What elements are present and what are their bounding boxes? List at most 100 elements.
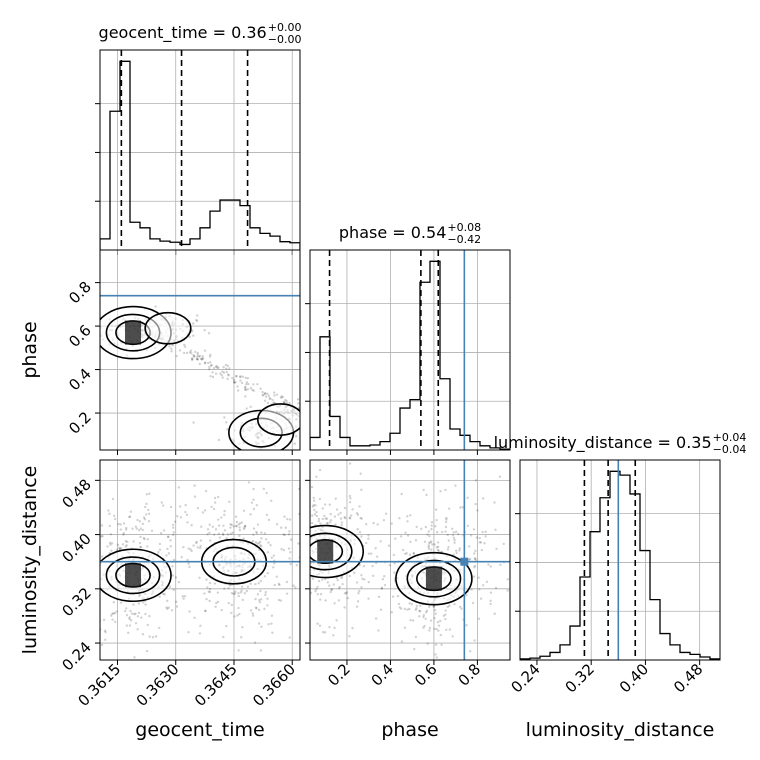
sample-point bbox=[192, 355, 196, 358]
sample-point bbox=[348, 635, 351, 638]
sample-point bbox=[434, 508, 438, 511]
sample-point bbox=[107, 509, 110, 512]
sample-point bbox=[433, 543, 436, 546]
sample-point bbox=[137, 528, 141, 532]
sample-point bbox=[135, 527, 138, 530]
sample-point bbox=[324, 599, 327, 602]
sample-point bbox=[277, 582, 281, 586]
sample-point bbox=[271, 398, 274, 402]
sample-point bbox=[304, 556, 306, 558]
sample-point bbox=[303, 546, 305, 548]
sample-point bbox=[144, 603, 147, 606]
sample-point bbox=[444, 488, 447, 492]
sample-point bbox=[266, 597, 269, 600]
sample-point bbox=[193, 495, 197, 498]
sample-point bbox=[459, 506, 462, 509]
sample-point bbox=[437, 624, 441, 627]
sample-point bbox=[239, 375, 242, 378]
sample-point bbox=[349, 497, 352, 500]
sample-point bbox=[478, 588, 481, 591]
sample-point bbox=[184, 503, 187, 507]
sample-point bbox=[122, 522, 126, 525]
sample-point bbox=[138, 520, 142, 523]
sample-point bbox=[146, 623, 149, 627]
sample-point bbox=[133, 613, 136, 616]
sample-point bbox=[343, 506, 347, 510]
sample-point bbox=[179, 516, 183, 519]
sample-point bbox=[430, 524, 433, 527]
sample-point bbox=[201, 355, 204, 358]
sample-point bbox=[237, 523, 240, 526]
sample-point bbox=[239, 591, 243, 594]
sample-point bbox=[234, 590, 237, 593]
sample-point bbox=[425, 609, 429, 613]
sample-point bbox=[170, 347, 173, 350]
sample-point bbox=[321, 517, 325, 521]
sample-point bbox=[423, 624, 426, 628]
sample-point bbox=[122, 531, 125, 535]
sample-point bbox=[134, 622, 138, 625]
sample-point bbox=[200, 358, 204, 361]
sample-point bbox=[481, 530, 484, 534]
sample-point bbox=[345, 592, 348, 595]
sample-point bbox=[128, 515, 131, 519]
sample-point bbox=[201, 511, 205, 514]
sample-point bbox=[118, 547, 122, 551]
sample-point bbox=[106, 545, 109, 548]
sample-point bbox=[256, 523, 260, 526]
sample-point bbox=[125, 528, 128, 531]
sample-point bbox=[259, 540, 262, 544]
sample-point bbox=[154, 635, 158, 638]
sample-point bbox=[214, 365, 218, 369]
y-tick-label: 0.2 bbox=[65, 408, 95, 438]
sample-point bbox=[128, 617, 131, 621]
sample-point bbox=[198, 362, 202, 366]
sample-point bbox=[213, 582, 217, 585]
sample-point bbox=[242, 537, 245, 540]
sample-point bbox=[260, 544, 263, 548]
sample-point bbox=[411, 619, 415, 622]
sample-point bbox=[234, 515, 238, 518]
sample-point bbox=[249, 513, 252, 516]
sample-point bbox=[294, 538, 296, 540]
sample-point bbox=[195, 318, 198, 322]
sample-point bbox=[306, 606, 308, 608]
sample-point bbox=[252, 527, 256, 530]
sample-point bbox=[233, 381, 236, 384]
sample-point bbox=[355, 512, 359, 515]
sample-point bbox=[227, 373, 230, 376]
sample-point bbox=[481, 497, 485, 500]
sample-point bbox=[300, 474, 302, 476]
sample-point bbox=[371, 564, 374, 568]
sample-point bbox=[317, 421, 319, 423]
sample-point bbox=[198, 354, 202, 358]
sample-point bbox=[136, 615, 140, 618]
sample-point bbox=[207, 331, 211, 335]
sample-point bbox=[163, 593, 166, 596]
sample-point bbox=[262, 393, 265, 397]
sample-point bbox=[304, 515, 306, 517]
sample-point bbox=[285, 592, 289, 595]
title-plus: +0.04 bbox=[713, 431, 747, 444]
sample-point bbox=[182, 597, 185, 600]
density-peak bbox=[317, 539, 334, 564]
sample-point bbox=[404, 552, 407, 555]
sample-point bbox=[335, 619, 338, 622]
sample-point bbox=[259, 649, 263, 652]
sample-point bbox=[208, 355, 212, 358]
sample-point bbox=[460, 607, 463, 610]
sample-point bbox=[429, 541, 432, 544]
sample-point bbox=[422, 488, 425, 492]
histogram-step bbox=[310, 260, 510, 450]
sample-point bbox=[181, 595, 184, 598]
sample-point bbox=[283, 533, 286, 537]
sample-point bbox=[383, 575, 386, 578]
sample-point bbox=[147, 512, 151, 515]
sample-point bbox=[137, 602, 140, 605]
sample-point bbox=[474, 549, 477, 553]
sample-point bbox=[172, 526, 175, 529]
sample-point bbox=[233, 592, 237, 595]
sample-point bbox=[310, 485, 314, 489]
sample-point bbox=[376, 523, 379, 526]
sample-point bbox=[489, 591, 493, 594]
